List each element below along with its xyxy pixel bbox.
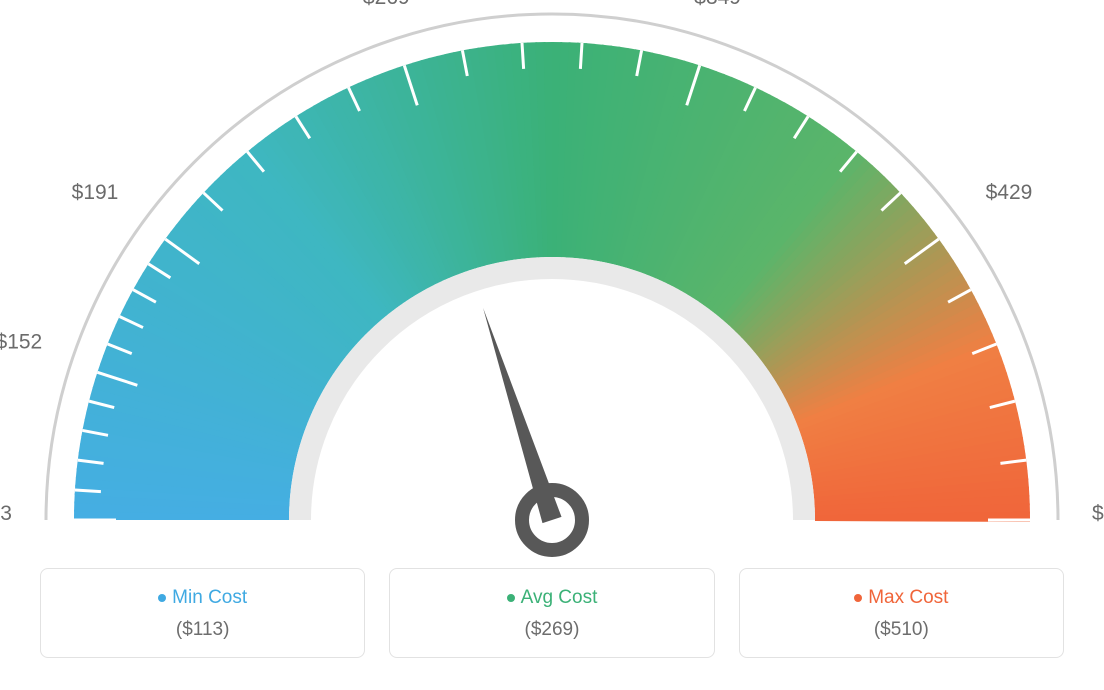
legend-label-max: Max Cost	[868, 587, 948, 609]
legend-label-avg: Avg Cost	[521, 587, 598, 609]
legend-dot-min	[158, 594, 166, 602]
gauge-tick-label: $510	[1092, 502, 1104, 525]
legend-dot-max	[854, 594, 862, 602]
legend-value-min: ($113)	[53, 619, 352, 641]
legend-card-avg: Avg Cost ($269)	[389, 568, 714, 658]
cost-gauge: $113 $152 $191 $269 $349 $429 $510	[0, 0, 1104, 560]
legend-card-min: Min Cost ($113)	[40, 568, 365, 658]
legend-value-max: ($510)	[752, 619, 1051, 641]
gauge-tick-label: $429	[986, 181, 1033, 204]
legend-label-min: Min Cost	[172, 587, 247, 609]
legend-title-max: Max Cost	[854, 587, 948, 609]
legend-dot-avg	[507, 594, 515, 602]
gauge-tick-label: $113	[0, 502, 12, 525]
gauge-tick-label: $191	[72, 181, 119, 204]
legend-card-max: Max Cost ($510)	[739, 568, 1064, 658]
gauge-tick-label: $269	[363, 0, 410, 9]
legend-row: Min Cost ($113) Avg Cost ($269) Max Cost…	[0, 568, 1104, 658]
gauge-tick-label: $152	[0, 330, 42, 353]
legend-value-avg: ($269)	[402, 619, 701, 641]
gauge-svg: $113 $152 $191 $269 $349 $429 $510	[0, 0, 1104, 560]
gauge-tick-label: $349	[694, 0, 741, 9]
legend-title-min: Min Cost	[158, 587, 247, 609]
gauge-arc	[74, 42, 1030, 522]
legend-title-avg: Avg Cost	[507, 587, 598, 609]
